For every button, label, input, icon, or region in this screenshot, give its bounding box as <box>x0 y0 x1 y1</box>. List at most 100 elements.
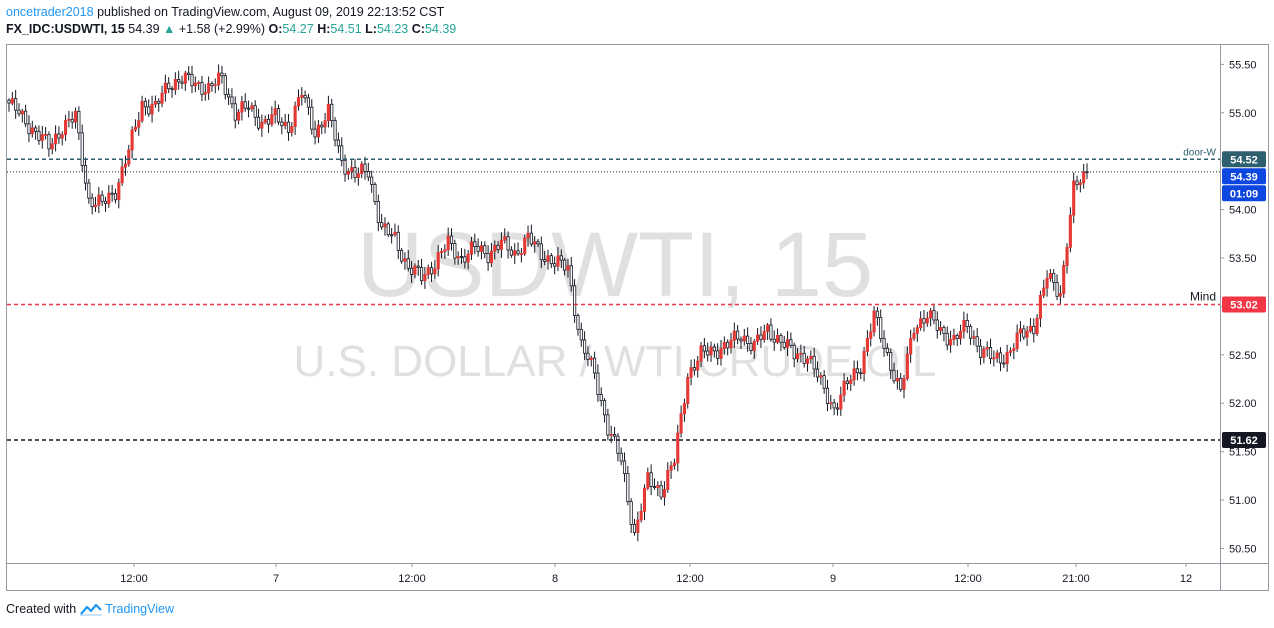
candle-up <box>689 367 693 378</box>
candle-up <box>1038 294 1042 319</box>
candle-down <box>7 99 11 104</box>
candle-up <box>133 126 137 131</box>
candle-down <box>366 171 370 178</box>
candle-up <box>952 334 956 340</box>
candle-up <box>785 339 790 348</box>
candle-down <box>543 259 547 262</box>
candle-up <box>203 92 207 95</box>
candle-up <box>709 346 713 356</box>
candle-up <box>915 327 919 334</box>
candle-up <box>489 250 494 264</box>
candle-up <box>686 377 690 404</box>
candle-down <box>373 183 377 202</box>
candle-down <box>143 100 147 108</box>
close-value: 54.39 <box>424 22 457 36</box>
candle-down <box>769 324 773 340</box>
change-arrow-icon: ▲ <box>163 22 176 36</box>
candle-down <box>599 394 603 402</box>
candle-down <box>702 345 706 352</box>
candle-up <box>669 465 673 471</box>
candle-down <box>276 108 281 123</box>
candle-down <box>892 369 896 382</box>
open-label: O: <box>268 22 283 36</box>
candle-down <box>739 338 743 342</box>
candle-up <box>316 124 320 138</box>
candle-down <box>496 244 500 250</box>
candle-up <box>273 108 277 116</box>
candle-down <box>569 265 573 287</box>
candle-up <box>40 134 44 141</box>
candle-down <box>390 234 394 237</box>
candle-up <box>270 114 274 125</box>
candle-up <box>356 173 360 179</box>
candle-up <box>436 252 440 270</box>
candle-down <box>632 524 637 533</box>
candle-down <box>579 328 583 341</box>
candle-up <box>456 256 460 259</box>
candle-up <box>912 333 916 339</box>
candle-down <box>180 81 184 84</box>
candle-up <box>493 244 497 252</box>
candle-down <box>253 105 257 118</box>
publish-info: oncetrader2018 published on TradingView.… <box>6 5 444 19</box>
candle-up <box>217 72 221 86</box>
candle-up <box>160 92 164 104</box>
candle-down <box>649 472 653 487</box>
candle-down <box>336 139 340 147</box>
candle-up <box>183 72 187 84</box>
candle-down <box>376 201 380 223</box>
published-text: published on TradingView.com, August 09,… <box>97 5 445 19</box>
candle-down <box>286 121 291 133</box>
candle-down <box>792 344 796 360</box>
candle-down <box>875 310 879 318</box>
candle-up <box>722 341 726 350</box>
candle-up <box>499 239 503 250</box>
candle-up <box>350 167 354 172</box>
candle-up <box>1015 332 1019 350</box>
candle-up <box>1012 348 1016 352</box>
y-tick-label: 52.00 <box>1229 398 1257 410</box>
candle-up <box>752 340 756 351</box>
candle-up <box>729 339 733 349</box>
candle-up <box>63 120 68 136</box>
candle-down <box>935 319 939 331</box>
candle-down <box>230 96 234 105</box>
candle-down <box>879 317 883 340</box>
candle-down <box>170 88 174 91</box>
candle-up <box>699 345 703 362</box>
candle-up <box>163 82 167 94</box>
candle-down <box>396 231 400 251</box>
candle-down <box>100 194 104 202</box>
candle-down <box>110 192 114 195</box>
candle-up <box>972 336 976 339</box>
price-badge <box>1222 185 1266 202</box>
ohlc-legend: FX_IDC:USDWTI, 15 54.39 ▲ +1.58 (+2.99%)… <box>6 22 456 36</box>
candle-down <box>975 336 979 347</box>
candle-down <box>835 407 840 410</box>
candle-up <box>766 324 770 332</box>
candle-down <box>483 245 487 254</box>
candle-down <box>83 165 88 184</box>
candle-up <box>153 100 157 105</box>
tradingview-link[interactable]: TradingView <box>80 602 174 616</box>
candle-up <box>213 84 217 87</box>
tradingview-logo-icon <box>80 603 103 616</box>
candle-down <box>410 267 414 275</box>
candle-up <box>642 487 647 512</box>
candle-down <box>539 243 543 261</box>
candle-up <box>639 510 643 521</box>
candle-up <box>589 357 593 360</box>
candle-up <box>1025 330 1029 338</box>
candle-up <box>1035 317 1039 335</box>
author-link[interactable]: oncetrader2018 <box>6 5 94 19</box>
hline-label: Mind <box>1190 289 1216 303</box>
candle-up <box>809 355 813 360</box>
candle-down <box>353 167 357 179</box>
candle-down <box>14 98 18 111</box>
candle-down <box>37 130 41 141</box>
candle-up <box>293 105 297 127</box>
candle-up <box>676 432 680 464</box>
candle-down <box>596 372 600 395</box>
candle-up <box>20 110 24 115</box>
